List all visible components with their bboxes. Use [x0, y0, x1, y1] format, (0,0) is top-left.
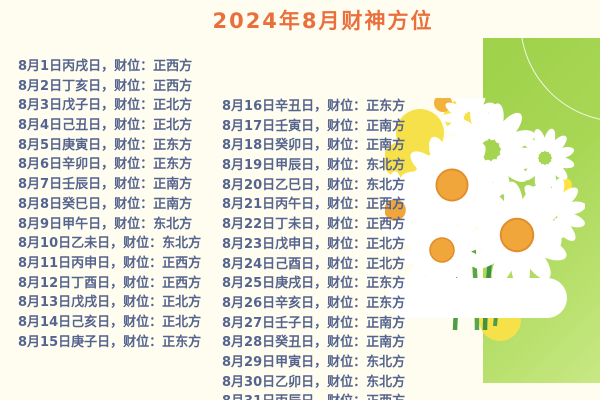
fortune-row: 8月6日辛卯日，财位：正东方 — [18, 157, 193, 173]
fortune-row: 8月8日癸巳日，财位：正南方 — [18, 196, 193, 212]
fortune-list-right: 8月16日辛丑日，财位：正东方 8月17日壬寅日，财位：正南方 8月18日癸卯日，财… — [222, 97, 405, 400]
fortune-row: 8月9日甲午日，财位：东北方 — [18, 216, 193, 232]
fortune-row: 8月7日壬辰日，财位：正南方 — [18, 177, 193, 193]
fortune-row: 8月28日癸丑日，财位：正南方 — [222, 335, 406, 351]
fortune-row: 8月1日丙戌日，财位：正西方 — [18, 59, 193, 74]
fortune-row: 8月17日壬寅日，财位：正南方 — [222, 118, 406, 134]
fortune-row: 8月26日辛亥日，财位：正东方 — [222, 295, 406, 311]
fortune-row: 8月29日甲寅日，财位：东北方 — [222, 354, 406, 370]
fortune-row: 8月15日庚子日，财位：正东方 — [18, 334, 202, 350]
fortune-row: 8月5日庚寅日，财位：正东方 — [18, 137, 193, 153]
fortune-row: 8月25日庚戌日，财位：正东方 — [222, 276, 406, 292]
fortune-row: 8月31日丙辰日，财位：正西方 — [222, 392, 405, 400]
fortune-row: 8月20日乙巳日，财位：东北方 — [222, 177, 406, 193]
fortune-row: 8月12日丁酉日，财位：正西方 — [18, 275, 202, 291]
fortune-row: 8月22日丁未日，财位：正西方 — [222, 217, 406, 233]
fortune-row: 8月3日戊子日，财位：正北方 — [18, 98, 193, 114]
fortune-row: 8月30日乙卯日，财位：东北方 — [222, 374, 406, 390]
white-band-decoration — [388, 278, 567, 318]
fortune-row: 8月4日己丑日，财位：正北方 — [18, 118, 193, 134]
fortune-row: 8月27日壬子日，财位：正南方 — [222, 315, 406, 331]
fortune-row: 8月18日癸卯日，财位：正南方 — [222, 138, 406, 154]
page-title: 2024年8月财神方位 — [212, 9, 434, 33]
fortune-row: 8月16日辛丑日，财位：正东方 — [222, 99, 406, 114]
fortune-row: 8月19日甲辰日，财位：东北方 — [222, 158, 406, 174]
fortune-row: 8月21日丙午日，财位：正西方 — [222, 197, 406, 213]
fortune-row: 8月24日己酉日，财位：正北方 — [222, 256, 406, 272]
fortune-list-left: 8月1日丙戌日，财位：正西方 8月2日丁亥日，财位：正西方 8月3日戊子日，财位：正… — [18, 57, 201, 352]
fortune-row: 8月23日戊申日，财位：正北方 — [222, 236, 406, 252]
fortune-row: 8月11日丙申日，财位：正西方 — [18, 255, 202, 271]
fortune-row: 8月2日丁亥日，财位：正西方 — [18, 78, 193, 94]
fortune-row: 8月10日乙未日，财位：东北方 — [18, 236, 202, 252]
fortune-row: 8月13日戊戌日，财位：正北方 — [18, 295, 202, 311]
fortune-row: 8月14日己亥日，财位：正北方 — [18, 314, 202, 330]
